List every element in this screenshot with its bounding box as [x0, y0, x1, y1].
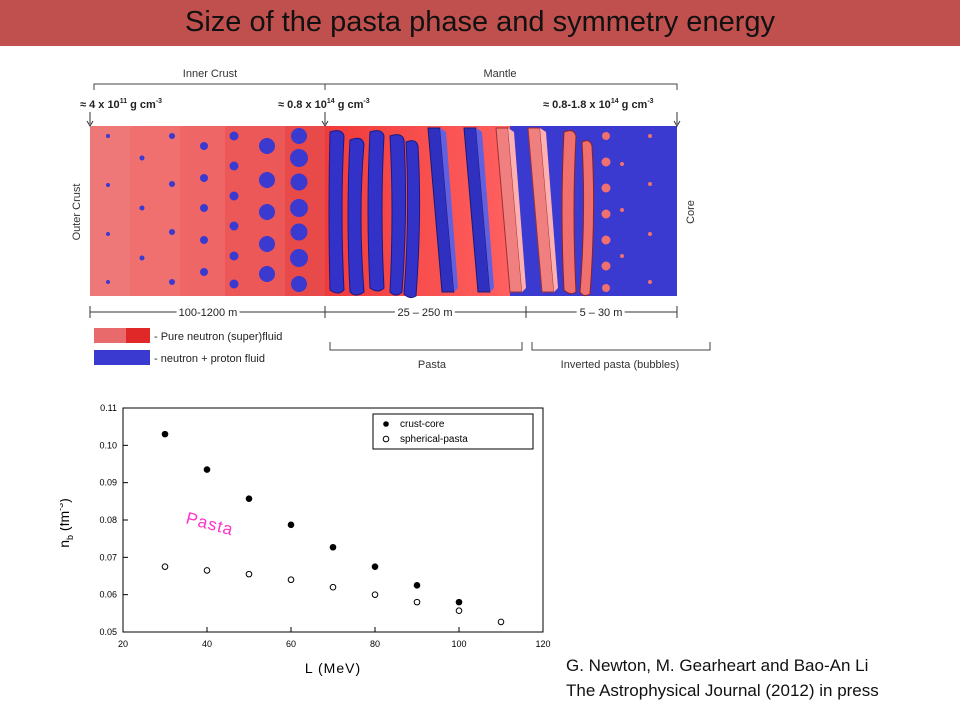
y-tick-label: 0.06 [99, 590, 117, 600]
inner-crust-brace: Inner Crust [93, 68, 326, 90]
inverted-rods [561, 130, 595, 297]
pasta-rods [328, 130, 421, 299]
spherical-pasta-point [287, 576, 295, 584]
size-crust-label: 100-1200 m [179, 307, 238, 319]
crust-core-point [245, 495, 253, 503]
bottom-braces [329, 342, 711, 351]
axis-ticks: 20 40 60 80 100 120 0.05 0.06 0.07 0.08 0.09 0.10 0.… [99, 403, 550, 649]
crust-core-point [413, 582, 421, 589]
crust-core-point [455, 598, 463, 606]
spherical-pasta-point [497, 618, 505, 626]
y-axis-label: nb (fm-3) [60, 498, 75, 548]
size-dimension-lines [89, 306, 678, 318]
x-tick-label: 60 [286, 639, 296, 649]
density-label-right: ≈ 0.8-1.8 x 1014 g cm-3 [543, 98, 654, 111]
crust-core-point [371, 563, 379, 570]
legend-neutron-proton: - neutron + proton fluid [154, 353, 265, 365]
density-arrows [86, 112, 681, 127]
density-vs-l-chart: 20 40 60 80 100 120 0.05 0.06 0.07 0.08 0.09 0.10 0.… [60, 403, 551, 676]
pasta-annotation: Pasta [184, 509, 236, 540]
legend-label-spherical-pasta: spherical-pasta [400, 434, 468, 445]
y-tick-label: 0.10 [99, 440, 117, 450]
x-tick-label: 20 [118, 639, 128, 649]
crust-core-point [203, 466, 211, 473]
crust-core-point [329, 543, 337, 551]
legend-marker-crust-core [383, 421, 389, 427]
citation-journal: The Astrophysical Journal (2012) in pres… [566, 681, 879, 700]
spherical-pasta-point [203, 567, 211, 574]
size-pasta-label: 25 – 250 m [397, 307, 452, 319]
x-tick-label: 40 [202, 639, 212, 649]
legend-label-crust-core: crust-core [400, 419, 445, 430]
legend-pure-neutron: - Pure neutron (super)fluid [154, 331, 282, 343]
spherical-pasta-point [161, 563, 169, 570]
inverted-pasta-label: Inverted pasta (bubbles) [561, 359, 680, 371]
y-tick-label: 0.08 [99, 515, 117, 525]
spherical-pasta-point [413, 598, 421, 606]
spherical-pasta-point [245, 570, 253, 578]
density-label-left: ≈ 4 x 1011 g cm-3 [80, 98, 162, 111]
spherical-pasta-point [371, 591, 379, 598]
pasta-region-label: Pasta [418, 359, 447, 371]
mantle-brace: Mantle [324, 68, 678, 90]
x-tick-label: 120 [535, 639, 550, 649]
core-label: Core [685, 200, 697, 224]
x-tick-label: 80 [370, 639, 380, 649]
y-tick-label: 0.05 [99, 627, 117, 637]
y-tick-label: 0.07 [99, 552, 117, 562]
diagram-legend: - Pure neutron (super)fluid - neutron + … [94, 328, 282, 365]
inverted-bubbles [601, 132, 652, 292]
y-tick-label: 0.09 [99, 478, 117, 488]
pasta-slabs [427, 127, 494, 293]
title-bar [0, 0, 960, 46]
inverted-slabs [495, 127, 558, 293]
nuclei-droplets [106, 128, 308, 292]
crust-core-point [287, 521, 295, 529]
outer-crust-label: Outer Crust [71, 184, 83, 241]
crust-core-point [161, 430, 169, 438]
spherical-pasta-point [329, 583, 337, 591]
chart-legend: crust-core spherical-pasta [372, 413, 534, 450]
page-title: Size of the pasta phase and symmetry ene… [185, 6, 775, 38]
legend-marker-spherical-pasta [382, 435, 390, 443]
citation-authors: G. Newton, M. Gearheart and Bao-An Li [566, 656, 869, 675]
data-points [161, 430, 505, 626]
crust-diagram: Inner Crust Mantle ≈ 4 x 1011 g cm-3 ≈ 0… [71, 68, 711, 371]
spherical-pasta-point [455, 607, 463, 615]
y-tick-label: 0.11 [100, 403, 117, 413]
size-inverted-label: 5 – 30 m [580, 307, 623, 319]
mantle-label: Mantle [483, 68, 516, 80]
x-tick-label: 100 [451, 639, 466, 649]
inner-crust-label: Inner Crust [183, 68, 237, 80]
x-axis-label: L (MeV) [305, 660, 361, 676]
density-label-mid: ≈ 0.8 x 1014 g cm-3 [278, 98, 370, 111]
